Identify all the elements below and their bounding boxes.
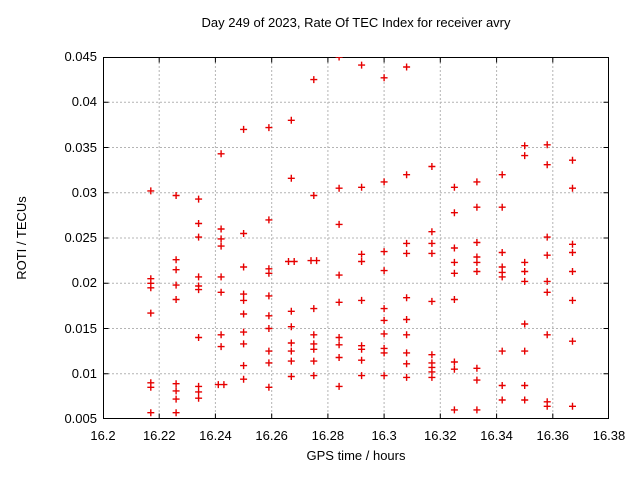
y-tick-label: 0.015 [64,320,97,336]
x-tick-label: 16.34 [480,428,513,443]
y-axis-label: ROTI / TECUs [14,196,29,280]
axis-ticks [103,57,609,419]
scatter-points [147,57,576,417]
chart-title: Day 249 of 2023, Rate Of TEC Index for r… [201,15,511,30]
y-tick-label: 0.02 [71,275,97,291]
y-tick-label: 0.035 [64,139,97,155]
y-tick-label: 0.045 [64,49,97,64]
x-tick-label: 16.36 [536,428,570,443]
y-tick-label: 0.04 [71,94,97,110]
x-tick-label: 16.3 [371,428,397,443]
y-tick-label: 0.03 [71,184,97,200]
x-tick-label: 16.22 [142,428,176,443]
y-tick-label: 0.005 [64,411,97,426]
plot-area [103,57,609,419]
x-axis-label: GPS time / hours [306,448,406,463]
grid-lines [104,58,608,418]
x-tick-label: 16.26 [255,428,288,443]
x-tick-label: 16.32 [424,428,457,443]
x-tick-label: 16.2 [90,428,116,443]
y-tick-label: 0.025 [64,230,97,245]
y-tick-label: 0.01 [71,365,97,381]
x-tick-label: 16.24 [199,428,232,443]
x-tick-label: 16.28 [311,428,345,443]
x-tick-label: 16.38 [592,428,626,443]
